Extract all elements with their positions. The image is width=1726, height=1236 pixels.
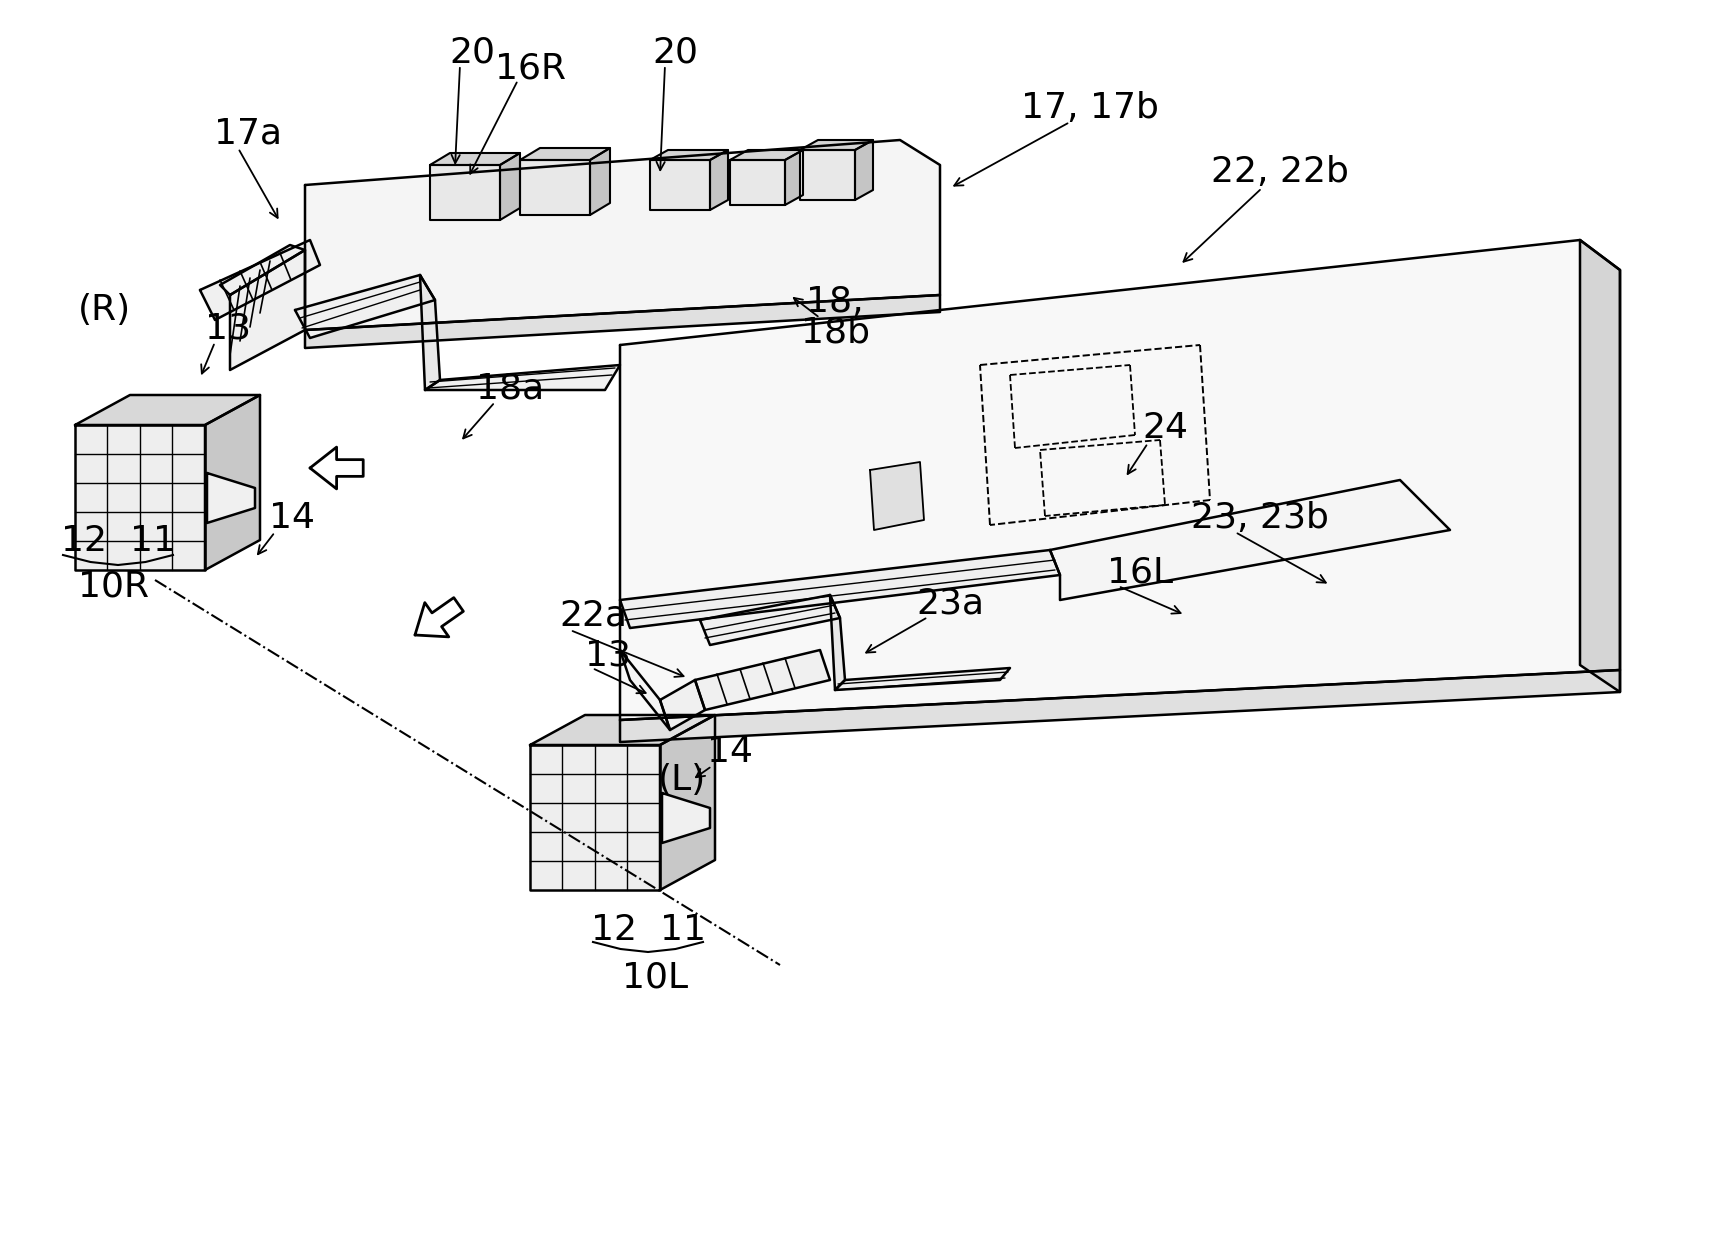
- Polygon shape: [230, 250, 306, 370]
- Polygon shape: [219, 245, 306, 295]
- Polygon shape: [200, 240, 319, 320]
- Polygon shape: [709, 150, 728, 210]
- Text: 18a: 18a: [476, 371, 544, 405]
- Text: 14: 14: [708, 735, 753, 769]
- Text: 20: 20: [449, 35, 495, 69]
- Polygon shape: [651, 150, 728, 159]
- Text: 17, 17b: 17, 17b: [1022, 91, 1158, 125]
- Polygon shape: [520, 159, 590, 215]
- Text: 10R: 10R: [78, 569, 148, 603]
- Polygon shape: [425, 365, 620, 391]
- Text: 23a: 23a: [917, 586, 984, 620]
- Text: 13: 13: [585, 638, 632, 672]
- Polygon shape: [620, 650, 670, 730]
- Polygon shape: [419, 274, 440, 391]
- Text: 10L: 10L: [621, 962, 689, 995]
- Polygon shape: [207, 473, 255, 523]
- Polygon shape: [306, 140, 941, 330]
- Text: 14: 14: [269, 501, 316, 535]
- Text: 18b: 18b: [801, 315, 870, 349]
- Text: 22a: 22a: [559, 598, 627, 632]
- Polygon shape: [520, 148, 609, 159]
- Polygon shape: [530, 745, 659, 890]
- Text: 23, 23b: 23, 23b: [1191, 501, 1329, 535]
- Polygon shape: [590, 148, 609, 215]
- Polygon shape: [1049, 480, 1450, 599]
- Polygon shape: [696, 650, 830, 709]
- Text: 24: 24: [1143, 412, 1187, 445]
- Polygon shape: [295, 274, 435, 337]
- Polygon shape: [659, 714, 715, 890]
- Polygon shape: [311, 447, 362, 489]
- Polygon shape: [620, 240, 1621, 721]
- Polygon shape: [501, 153, 520, 220]
- Text: (L): (L): [658, 763, 706, 797]
- Polygon shape: [870, 462, 923, 530]
- Text: 13: 13: [205, 311, 250, 345]
- Polygon shape: [854, 140, 873, 200]
- Polygon shape: [663, 794, 709, 843]
- Polygon shape: [830, 595, 846, 690]
- Polygon shape: [306, 295, 941, 349]
- Text: 16R: 16R: [495, 51, 566, 85]
- Polygon shape: [730, 159, 785, 205]
- Polygon shape: [620, 550, 1060, 628]
- Text: 12  11: 12 11: [590, 913, 706, 947]
- Polygon shape: [701, 595, 841, 645]
- Polygon shape: [835, 667, 1010, 690]
- Text: 22, 22b: 22, 22b: [1212, 154, 1350, 189]
- Polygon shape: [205, 396, 261, 570]
- Text: 17a: 17a: [214, 116, 281, 150]
- Polygon shape: [651, 159, 709, 210]
- Text: 12  11: 12 11: [60, 524, 176, 557]
- Polygon shape: [799, 140, 873, 150]
- Polygon shape: [530, 714, 715, 745]
- Polygon shape: [785, 150, 803, 205]
- Text: 16L: 16L: [1106, 555, 1174, 590]
- Polygon shape: [430, 164, 501, 220]
- Polygon shape: [799, 150, 854, 200]
- Polygon shape: [74, 396, 261, 425]
- Polygon shape: [1579, 240, 1621, 692]
- Polygon shape: [659, 680, 704, 730]
- Polygon shape: [430, 153, 520, 164]
- Text: 20: 20: [652, 35, 697, 69]
- Text: (R): (R): [78, 293, 131, 328]
- Polygon shape: [414, 598, 463, 637]
- Polygon shape: [620, 670, 1621, 742]
- Polygon shape: [730, 150, 803, 159]
- Text: 18,: 18,: [806, 286, 863, 319]
- Polygon shape: [74, 425, 205, 570]
